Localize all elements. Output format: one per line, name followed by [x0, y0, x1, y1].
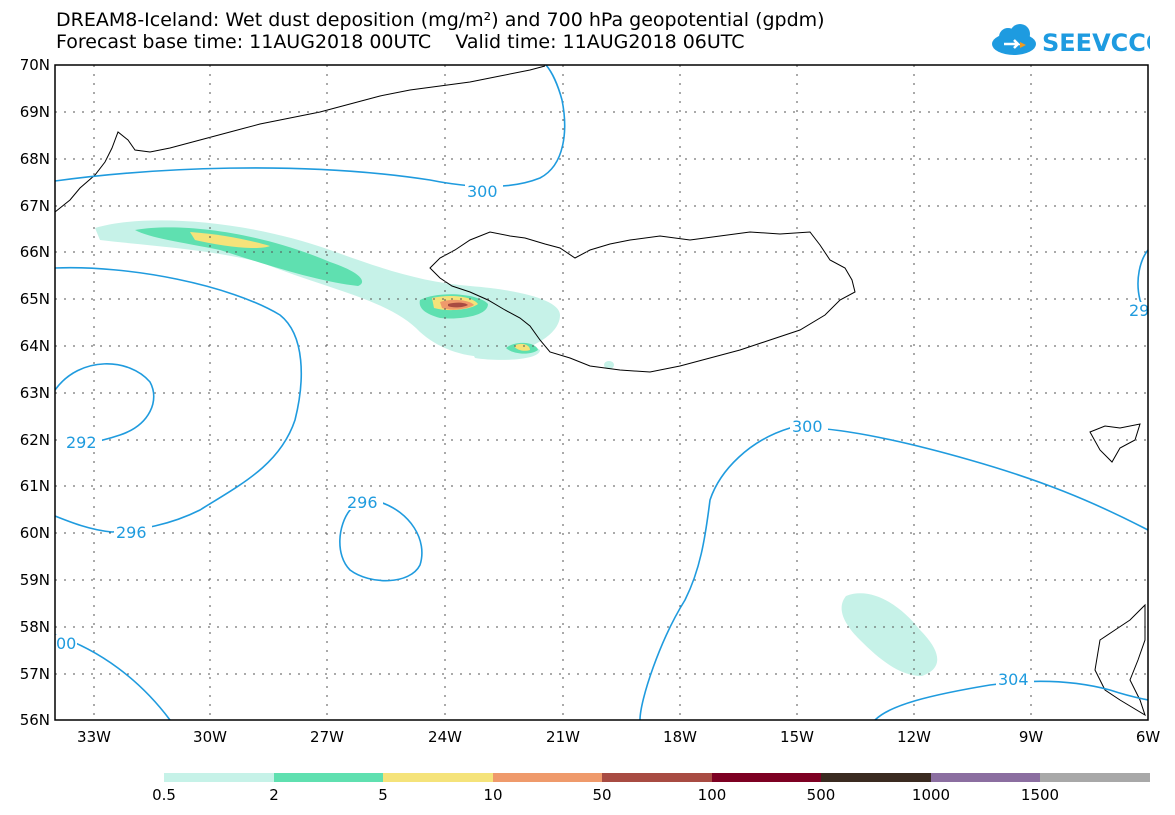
- contour-296-closed: [339, 500, 423, 582]
- lon-label: 15W: [780, 728, 814, 746]
- lon-label: 18W: [663, 728, 697, 746]
- colorbar-label: 2: [269, 786, 279, 804]
- lat-label: 63N: [20, 384, 50, 402]
- contour-label: 29: [1129, 301, 1149, 320]
- lat-label: 64N: [20, 337, 50, 355]
- graticule: [55, 65, 1148, 720]
- greenland-coast: [54, 65, 546, 213]
- map-frame: [54, 64, 1149, 721]
- colorbar-swatch: [164, 773, 274, 782]
- contour-300-north: [54, 64, 566, 188]
- coastlines: [54, 65, 1146, 717]
- lat-label: 68N: [20, 150, 50, 168]
- colorbar-label: 10: [483, 786, 502, 804]
- colorbar-label: 50: [592, 786, 611, 804]
- map-title: DREAM8-Iceland: Wet dust deposition (mg/…: [56, 9, 825, 31]
- colorbar-label: 500: [807, 786, 836, 804]
- contour-labels: 300 292 296 296 300 304 00 29: [55, 182, 1149, 689]
- faroe-coast: [1089, 423, 1141, 463]
- lat-label: 57N: [20, 665, 50, 683]
- lon-label: 33W: [77, 728, 111, 746]
- logo-text: SEEVCCC: [1042, 29, 1150, 57]
- lon-label: 27W: [310, 728, 344, 746]
- lon-label: 24W: [428, 728, 462, 746]
- map-subtitle-times: Forecast base time: 11AUG2018 00UTC Vali…: [56, 31, 745, 53]
- colorbar-swatch: [712, 773, 821, 782]
- colorbar-label: 1500: [1021, 786, 1059, 804]
- contour-292: [54, 363, 155, 444]
- contour-304: [874, 680, 1149, 721]
- contour-label: 304: [998, 670, 1029, 689]
- lon-label: 9W: [1019, 728, 1044, 746]
- colorbar-label: 5: [378, 786, 388, 804]
- contour-296-west: [54, 266, 303, 533]
- lat-label: 59N: [20, 571, 50, 589]
- lon-label: 6W: [1136, 728, 1161, 746]
- lon-label: 12W: [897, 728, 931, 746]
- cloud-icon: [992, 24, 1036, 55]
- lat-label: 69N: [20, 103, 50, 121]
- longitude-labels: 33W 30W 27W 24W 21W 18W 15W 12W 9W 6W: [77, 728, 1160, 746]
- lat-label: 62N: [20, 431, 50, 449]
- lat-label: 61N: [20, 477, 50, 495]
- seevccc-logo: SEEVCCC: [992, 24, 1150, 57]
- dust-deposition-fill: [95, 220, 938, 676]
- lon-label: 21W: [546, 728, 580, 746]
- scotland-coast: [1094, 603, 1146, 717]
- latitude-labels: 70N 69N 68N 67N 66N 65N 64N 63N 62N 61N …: [20, 56, 50, 729]
- contour-300-south: [639, 426, 1149, 721]
- lat-label: 60N: [20, 524, 50, 542]
- colorbar-swatch: [1040, 773, 1150, 782]
- contour-label: 296: [347, 493, 378, 512]
- colorbar-swatch: [383, 773, 493, 782]
- colorbar-swatch: [821, 773, 931, 782]
- colorbar-label: 100: [698, 786, 727, 804]
- iceland-coast: [429, 231, 856, 373]
- lat-label: 58N: [20, 618, 50, 636]
- lat-label: 65N: [20, 290, 50, 308]
- colorbar-label: 0.5: [152, 786, 176, 804]
- colorbar-swatch: [931, 773, 1040, 782]
- colorbar-swatch: [493, 773, 602, 782]
- lon-label: 30W: [193, 728, 227, 746]
- lat-label: 70N: [20, 56, 50, 74]
- contour-label: 296: [116, 523, 147, 542]
- colorbar-label: 1000: [912, 786, 950, 804]
- colorbar-swatch: [602, 773, 712, 782]
- contour-label: 300: [467, 182, 498, 201]
- lat-label: 67N: [20, 197, 50, 215]
- contour-label: 00: [56, 634, 76, 653]
- lat-label: 56N: [20, 711, 50, 729]
- colorbar: 0.5 2 5 10 50 100 500 1000 1500: [152, 773, 1150, 804]
- contour-label: 292: [66, 433, 97, 452]
- colorbar-swatch: [274, 773, 383, 782]
- contour-label: 300: [792, 417, 823, 436]
- lat-label: 66N: [20, 243, 50, 261]
